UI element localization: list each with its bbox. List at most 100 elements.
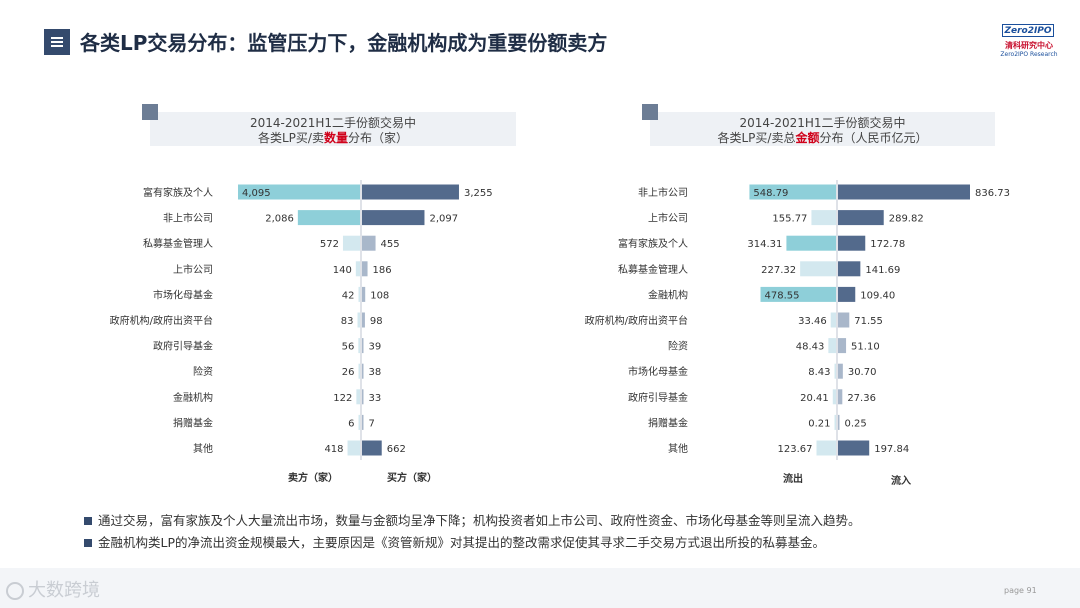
buy-bar — [838, 286, 856, 302]
buy-bar — [362, 261, 368, 277]
sell-bar — [355, 261, 360, 277]
sell-bar — [347, 440, 360, 456]
category-label: 市场化母基金 — [153, 288, 213, 301]
sell-value-label: 2,086 — [265, 214, 294, 225]
buy-bar — [362, 338, 364, 354]
sell-value-label: 20.41 — [800, 393, 829, 404]
buy-value-label: 71.55 — [854, 316, 883, 327]
buy-bar — [838, 235, 866, 251]
sell-value-label: 6 — [348, 418, 354, 429]
buy-legend-label: 流入 — [891, 474, 911, 487]
buy-bar — [362, 389, 364, 405]
buy-bar — [838, 184, 970, 200]
category-label: 政府引导基金 — [628, 391, 688, 404]
category-label: 其他 — [193, 442, 213, 455]
sell-value-label: 26 — [342, 367, 355, 378]
bullet-square-icon — [84, 517, 92, 525]
footer-band — [0, 568, 1080, 608]
right-butterfly-chart: 非上市公司 548.79 836.73 上市公司 155.77 289.82 富有家族及个人… — [585, 180, 1010, 487]
buy-legend-label: 买方（家） — [387, 471, 437, 484]
sell-value-label: 48.43 — [796, 342, 825, 353]
menu-icon — [44, 29, 70, 55]
category-label: 富有家族及个人 — [143, 186, 213, 199]
buy-bar — [838, 414, 840, 430]
buy-bar — [838, 440, 870, 456]
sell-value-label: 314.31 — [747, 239, 782, 250]
sell-value-label: 42 — [342, 290, 355, 301]
buy-value-label: 27.36 — [847, 393, 876, 404]
buy-value-label: 108 — [370, 290, 389, 301]
category-label: 富有家族及个人 — [618, 237, 688, 250]
category-label: 私募基金管理人 — [143, 237, 213, 250]
buy-value-label: 186 — [373, 265, 392, 276]
category-label: 私募基金管理人 — [618, 263, 688, 276]
category-label: 上市公司 — [173, 263, 213, 276]
buy-bar — [362, 210, 425, 226]
left-chart-title-line1: 2014-2021H1二手份额交易中 — [249, 116, 417, 130]
sell-value-label: 123.67 — [777, 444, 812, 455]
logo-box-text: Zero2IPO — [1002, 24, 1054, 37]
buy-value-label: 51.10 — [851, 342, 880, 353]
buy-value-label: 98 — [370, 316, 383, 327]
category-label: 其他 — [668, 442, 688, 455]
logo-cn-text: 清科研究中心 — [1005, 41, 1053, 50]
buy-value-label: 7 — [369, 418, 375, 429]
buy-bar — [838, 338, 847, 354]
sell-bar — [342, 235, 360, 251]
sell-value-label: 8.43 — [808, 367, 830, 378]
buy-value-label: 33 — [369, 393, 382, 404]
sell-legend-label: 流出 — [783, 472, 803, 485]
buy-value-label: 30.70 — [848, 367, 877, 378]
sell-value-label: 478.55 — [765, 290, 800, 301]
sell-bar — [358, 363, 360, 379]
sell-bar — [834, 363, 836, 379]
note-item: 通过交易，富有家族及个人大量流出市场，数量与金额均呈净下降；机构投资者如上市公司… — [84, 510, 1044, 532]
left-chart-title-line2: 各类LP买/卖数量分布（家） — [258, 131, 408, 145]
sell-bar — [356, 389, 360, 405]
category-label: 政府机构/政府出资平台 — [110, 314, 213, 327]
buy-bar — [838, 312, 850, 328]
right-chart-marker — [642, 104, 658, 120]
category-label: 险资 — [193, 365, 213, 378]
category-label: 捐赠基金 — [648, 416, 688, 429]
logo-en-text: Zero2IPO Research — [1000, 51, 1058, 58]
buy-value-label: 2,097 — [429, 214, 458, 225]
buy-value-label: 289.82 — [889, 214, 924, 225]
sell-bar — [811, 210, 836, 226]
buy-value-label: 662 — [387, 444, 406, 455]
buy-bar — [838, 210, 884, 226]
sell-bar — [358, 414, 360, 430]
sell-value-label: 140 — [333, 265, 352, 276]
header-band — [0, 0, 1080, 62]
buy-value-label: 109.40 — [860, 290, 895, 301]
buy-bar — [838, 363, 843, 379]
buy-bar — [362, 286, 366, 302]
buy-value-label: 172.78 — [870, 239, 905, 250]
watermark-logo-icon — [6, 582, 24, 600]
sell-bar — [832, 389, 836, 405]
buy-value-label: 197.84 — [874, 444, 909, 455]
sell-bar — [760, 286, 836, 302]
left-chart-header: 2014-2021H1二手份额交易中 各类LP买/卖数量分布（家） — [142, 104, 516, 146]
page-number: page 91 — [1004, 586, 1037, 595]
sell-legend-label: 卖方（家） — [288, 471, 338, 484]
sell-bar — [749, 184, 836, 200]
sell-value-label: 4,095 — [242, 188, 271, 199]
buy-value-label: 836.73 — [975, 188, 1010, 199]
buy-value-label: 0.25 — [845, 418, 867, 429]
buy-value-label: 38 — [369, 367, 382, 378]
right-chart-title-line2: 各类LP买/卖总金额分布（人民币亿元） — [717, 131, 928, 145]
category-label: 险资 — [668, 340, 688, 353]
sell-value-label: 83 — [341, 316, 354, 327]
buy-bar — [362, 312, 365, 328]
note-item: 金融机构类LP的净流出资金规模最大，主要原因是《资管新规》对其提出的整改需求促使… — [84, 532, 1044, 554]
buy-bar — [838, 261, 861, 277]
sell-bar — [297, 210, 360, 226]
sell-bar — [816, 440, 836, 456]
category-label: 政府引导基金 — [153, 340, 213, 353]
buy-bar — [838, 389, 843, 405]
sell-value-label: 56 — [342, 342, 355, 353]
category-label: 捐赠基金 — [173, 416, 213, 429]
category-label: 非上市公司 — [163, 212, 213, 225]
sell-value-label: 33.46 — [798, 316, 827, 327]
